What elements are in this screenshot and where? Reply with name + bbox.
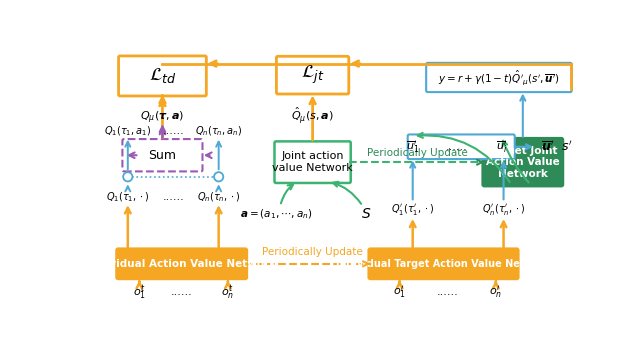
Text: $o_1^t$: $o_1^t$ (133, 283, 146, 302)
Text: ......: ...... (163, 192, 185, 202)
Text: $o_1'$: $o_1'$ (393, 284, 406, 300)
Text: $\mathcal{L}_{td}$: $\mathcal{L}_{td}$ (148, 66, 176, 85)
FancyBboxPatch shape (118, 56, 206, 96)
Text: $\hat{Q}_{\mu}(s, \boldsymbol{a})$: $\hat{Q}_{\mu}(s, \boldsymbol{a})$ (291, 106, 334, 126)
Text: $\overline{\boldsymbol{u}}'$: $\overline{\boldsymbol{u}}'$ (541, 140, 554, 154)
Text: Periodically Update: Periodically Update (262, 247, 363, 257)
Text: $Q_n'(\tau_n', \cdot)$: $Q_n'(\tau_n', \cdot)$ (482, 202, 525, 217)
Text: ......: ...... (436, 287, 458, 297)
Text: $Q_1(\tau_1, \cdot)$: $Q_1(\tau_1, \cdot)$ (106, 190, 150, 204)
FancyBboxPatch shape (116, 249, 247, 279)
Text: $S$: $S$ (362, 207, 372, 221)
Text: $\mathcal{L}_{jt}$: $\mathcal{L}_{jt}$ (301, 64, 324, 86)
Text: Periodically Update: Periodically Update (367, 148, 468, 158)
Text: ......: ...... (446, 142, 468, 152)
Text: $\overline{u}_i'$: $\overline{u}_i'$ (495, 139, 507, 155)
Text: $o_n'$: $o_n'$ (489, 284, 502, 300)
Text: Target Joint
Action Value
Network: Target Joint Action Value Network (486, 146, 560, 179)
Text: $Q_1(\tau_1, a_1)$: $Q_1(\tau_1, a_1)$ (104, 125, 152, 138)
Text: Joint action
value Network: Joint action value Network (272, 151, 353, 173)
FancyBboxPatch shape (369, 249, 518, 279)
Text: Individual Target Action Value Network: Individual Target Action Value Network (336, 259, 551, 269)
Text: $Q_1'(\tau_1', \cdot)$: $Q_1'(\tau_1', \cdot)$ (391, 202, 435, 217)
Text: ......: ...... (171, 287, 193, 297)
Text: Individual Action Value Network: Individual Action Value Network (87, 259, 276, 269)
Text: $Q_n(\tau_n, a_n)$: $Q_n(\tau_n, a_n)$ (195, 125, 242, 138)
Text: $Q_n(\tau_n, \cdot)$: $Q_n(\tau_n, \cdot)$ (197, 190, 241, 204)
Text: ......: ...... (163, 126, 185, 136)
FancyBboxPatch shape (483, 138, 563, 186)
Text: $Q_{\mu}(\boldsymbol{\tau}, \boldsymbol{a})$: $Q_{\mu}(\boldsymbol{\tau}, \boldsymbol{… (140, 109, 184, 126)
FancyBboxPatch shape (122, 139, 202, 171)
FancyBboxPatch shape (426, 63, 572, 92)
Text: $\overline{u}_1'$: $\overline{u}_1'$ (406, 139, 419, 155)
FancyBboxPatch shape (275, 141, 351, 183)
Text: $s'$: $s'$ (561, 140, 572, 154)
Text: $o_n^t$: $o_n^t$ (221, 283, 234, 302)
Text: $y = r + \gamma(1-t)\hat{Q}'_{\mu}(s',\overline{\boldsymbol{u}}')$: $y = r + \gamma(1-t)\hat{Q}'_{\mu}(s',\o… (438, 68, 560, 87)
FancyBboxPatch shape (276, 56, 349, 94)
Text: $\boldsymbol{a} = (a_1, \cdots, a_n)$: $\boldsymbol{a} = (a_1, \cdots, a_n)$ (240, 207, 312, 221)
Text: Sum: Sum (148, 149, 177, 162)
FancyBboxPatch shape (408, 135, 515, 159)
